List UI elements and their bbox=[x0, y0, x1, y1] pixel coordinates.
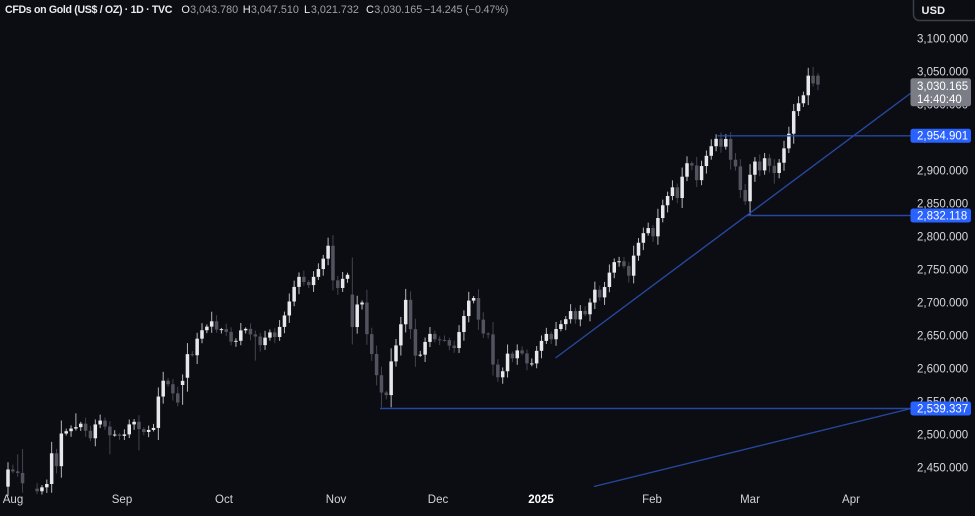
svg-text:2,450.000: 2,450.000 bbox=[917, 462, 968, 474]
svg-text:Apr: Apr bbox=[842, 494, 860, 506]
svg-text:H: H bbox=[243, 4, 251, 16]
svg-text:3,021.732: 3,021.732 bbox=[311, 4, 359, 16]
svg-text:2,750.000: 2,750.000 bbox=[917, 264, 968, 276]
svg-text:3,030.165: 3,030.165 bbox=[917, 81, 968, 93]
svg-text:C: C bbox=[366, 4, 374, 16]
svg-text:Aug: Aug bbox=[3, 494, 23, 506]
svg-text:Feb: Feb bbox=[642, 494, 662, 506]
svg-text:Dec: Dec bbox=[428, 494, 449, 506]
svg-text:Nov: Nov bbox=[326, 494, 347, 506]
svg-text:14:40:40: 14:40:40 bbox=[917, 94, 962, 106]
svg-text:3,050.000: 3,050.000 bbox=[917, 66, 968, 78]
svg-text:Mar: Mar bbox=[740, 494, 760, 506]
svg-text:3,100.000: 3,100.000 bbox=[917, 33, 968, 45]
svg-text:Sep: Sep bbox=[112, 494, 132, 506]
svg-text:2,700.000: 2,700.000 bbox=[917, 297, 968, 309]
svg-text:O: O bbox=[181, 4, 190, 16]
svg-text:2,800.000: 2,800.000 bbox=[917, 231, 968, 243]
svg-text:2025: 2025 bbox=[528, 494, 554, 506]
svg-text:Oct: Oct bbox=[215, 494, 234, 506]
svg-text:2,500.000: 2,500.000 bbox=[917, 429, 968, 441]
svg-text:2,954.901: 2,954.901 bbox=[917, 131, 968, 143]
svg-text:2,900.000: 2,900.000 bbox=[917, 165, 968, 177]
svg-text:3,047.510: 3,047.510 bbox=[251, 4, 299, 16]
svg-text:2,539.337: 2,539.337 bbox=[917, 403, 968, 415]
svg-text:3,030.165: 3,030.165 bbox=[374, 4, 422, 16]
svg-text:2,650.000: 2,650.000 bbox=[917, 330, 968, 342]
svg-text:3,043.780: 3,043.780 bbox=[190, 4, 238, 16]
svg-text:2,832.118: 2,832.118 bbox=[917, 210, 967, 222]
svg-text:L: L bbox=[304, 4, 310, 16]
svg-text:−14.245 (−0.47%): −14.245 (−0.47%) bbox=[424, 4, 508, 16]
svg-text:CFDs on Gold (US$ / OZ) · 1D ·: CFDs on Gold (US$ / OZ) · 1D · TVC bbox=[5, 4, 173, 16]
svg-text:2,600.000: 2,600.000 bbox=[917, 363, 968, 375]
svg-text:USD: USD bbox=[922, 5, 946, 17]
